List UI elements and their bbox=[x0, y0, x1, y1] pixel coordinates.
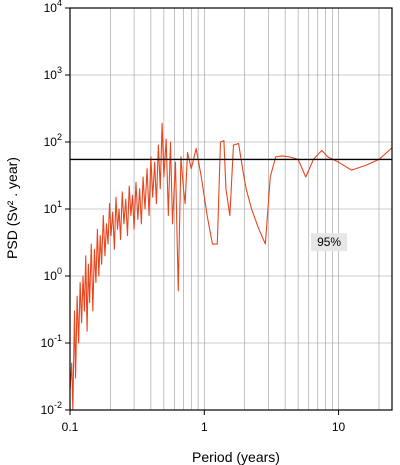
tick-layer: 0.1 1 10 10-2 10-1 100 101 102 103 104 bbox=[41, 0, 346, 434]
series-layer bbox=[69, 122, 393, 411]
grid-layer bbox=[69, 7, 392, 411]
threshold-layer: 95% bbox=[70, 158, 392, 252]
significance-label-box bbox=[311, 233, 348, 252]
x-tick-label: 10 bbox=[332, 420, 346, 434]
y-axis-label: PSD (Sv² . year) bbox=[4, 157, 20, 259]
y-tick-label: 104 bbox=[44, 0, 62, 15]
y-tick-label: 102 bbox=[44, 132, 62, 149]
y-tick-label: 10-1 bbox=[41, 333, 62, 350]
y-tick-label: 103 bbox=[44, 65, 62, 82]
y-tick-label: 10-2 bbox=[41, 400, 62, 417]
y-tick-label: 101 bbox=[44, 199, 62, 216]
x-tick-label: 1 bbox=[201, 420, 208, 434]
psd-series-line bbox=[69, 122, 393, 411]
y-tick-label: 100 bbox=[44, 266, 62, 283]
x-axis-label: Period (years) bbox=[192, 449, 280, 465]
label-layer: Period (years) PSD (Sv² . year) bbox=[4, 157, 280, 465]
significance-label: 95% bbox=[317, 235, 341, 249]
x-tick-label: 0.1 bbox=[62, 420, 79, 434]
